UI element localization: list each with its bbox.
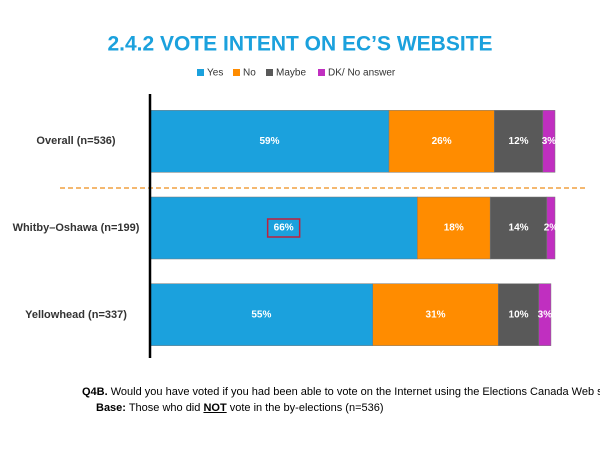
bar-segment	[538, 283, 552, 346]
question: Q4B. Would you have voted if you had bee…	[82, 386, 600, 398]
category-label: Overall (n=536)	[36, 135, 116, 148]
bar-segment	[542, 110, 556, 173]
base-text: Those who did	[128, 402, 201, 414]
legend-swatch	[197, 69, 204, 76]
bar-segment	[149, 283, 373, 346]
value-label: 18%	[444, 223, 464, 234]
value-label: 59%	[259, 136, 279, 147]
bar-segment	[417, 196, 491, 260]
bar-segment	[149, 196, 418, 260]
base: Base: Those who did NOT vote in the by-e…	[96, 402, 384, 414]
value-label: 3%	[542, 136, 557, 147]
legend-label: DK/ No answer	[328, 68, 396, 79]
value-label: 66%	[274, 223, 294, 234]
chart-title: 2.4.2 VOTE INTENT ON EC’S WEBSITE	[107, 33, 492, 56]
bar-segment	[498, 283, 540, 346]
legend-label: Maybe	[276, 68, 306, 79]
category-label: Yellowhead (n=337)	[25, 308, 127, 321]
legend-swatch	[233, 69, 240, 76]
question-text: Would you have voted if you had been abl…	[110, 386, 600, 398]
value-label: 31%	[426, 309, 446, 320]
base-label: Base:	[96, 402, 126, 414]
category-label: Whitby–Oshawa (n=199)	[12, 222, 140, 234]
bar-segment	[494, 110, 544, 173]
value-label: 14%	[509, 223, 529, 234]
value-label: 55%	[251, 309, 271, 320]
value-label: 2%	[544, 223, 559, 234]
value-label: 10%	[509, 309, 529, 320]
value-label: 3%	[538, 309, 553, 320]
legend-swatch	[318, 69, 325, 76]
base-emphasis: NOT	[203, 402, 227, 414]
bar-segment	[489, 196, 548, 260]
bar-segment	[546, 196, 556, 260]
value-label: 26%	[432, 136, 452, 147]
bar-segment	[149, 110, 390, 173]
legend-swatch	[266, 69, 273, 76]
question-id: Q4B.	[82, 386, 108, 398]
legend-label: Yes	[207, 68, 223, 79]
base-text: vote in the by-elections (n=536)	[229, 402, 384, 414]
legend-label: No	[243, 68, 256, 79]
highlight-box	[266, 218, 301, 238]
bar-segment	[372, 283, 499, 346]
value-label: 12%	[509, 136, 529, 147]
